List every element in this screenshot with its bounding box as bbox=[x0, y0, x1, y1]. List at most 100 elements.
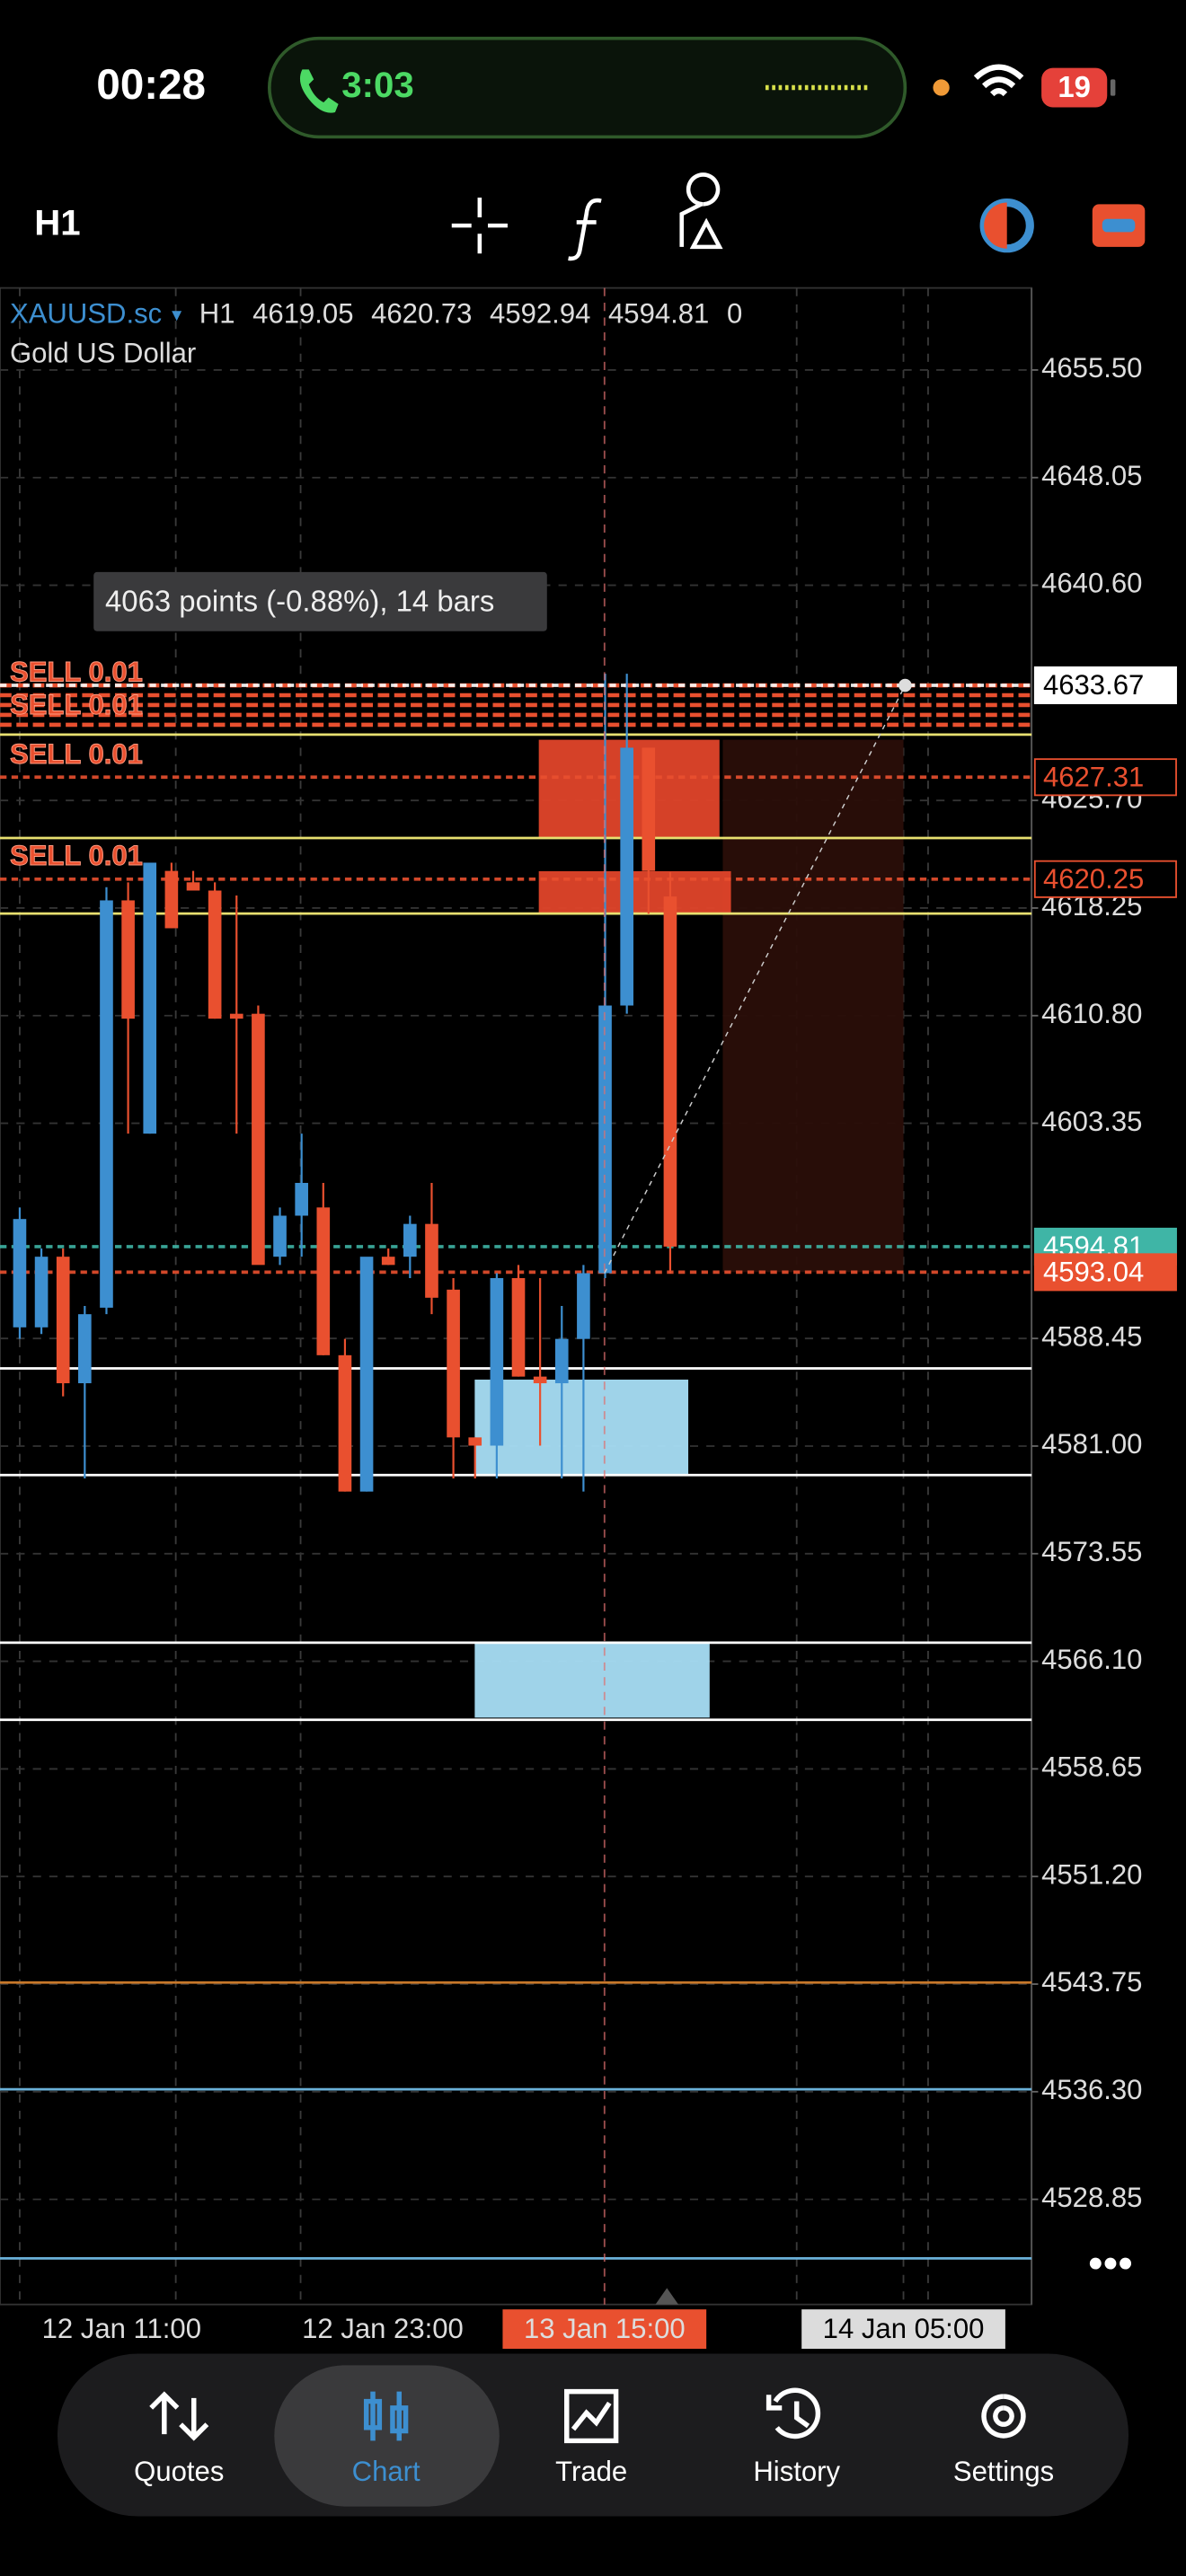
measure-label: 4063 points (-0.88%), 14 bars bbox=[105, 584, 494, 617]
x-tick-label: 13 Jan 15:00 bbox=[524, 2313, 686, 2344]
call-duration: 3:03 bbox=[341, 65, 414, 105]
header-volume: 0 bbox=[727, 298, 742, 330]
toolbar-icons bbox=[451, 172, 723, 261]
y-tick-label: 4536.30 bbox=[1041, 2074, 1142, 2105]
y-tick-label: 4573.55 bbox=[1041, 1536, 1142, 1567]
candle-body bbox=[121, 900, 135, 1019]
candle-body bbox=[490, 1277, 504, 1446]
wifi-icon bbox=[973, 64, 1024, 97]
header-close: 4594.81 bbox=[608, 298, 709, 330]
y-tick-label: 4603.35 bbox=[1041, 1106, 1142, 1137]
y-tick-label: 4610.80 bbox=[1041, 998, 1142, 1029]
mic-dot bbox=[933, 79, 950, 96]
y-tick-label: 4558.65 bbox=[1041, 1751, 1142, 1783]
candle-body bbox=[164, 870, 179, 929]
tab-active-bg bbox=[274, 2365, 500, 2507]
phone-icon bbox=[299, 69, 339, 113]
candle-body bbox=[100, 900, 113, 1308]
call-pill[interactable] bbox=[268, 36, 907, 139]
measure-point bbox=[898, 678, 912, 693]
candle-body bbox=[208, 890, 222, 1019]
candle-body bbox=[34, 1257, 49, 1328]
order-label: SELL 0.01 bbox=[10, 840, 143, 871]
tab-label[interactable]: History bbox=[753, 2456, 840, 2487]
tab-label[interactable]: Settings bbox=[953, 2456, 1054, 2487]
scroll-marker bbox=[655, 2288, 679, 2305]
candle-body bbox=[186, 882, 200, 891]
candle-body bbox=[252, 1013, 265, 1266]
candle-body bbox=[78, 1314, 92, 1384]
order-label: SELL 0.01 bbox=[10, 656, 143, 687]
candle-body bbox=[554, 1338, 569, 1384]
price-label-box bbox=[1033, 758, 1177, 797]
candle-body bbox=[295, 1182, 308, 1216]
timeframe-button[interactable]: H1 bbox=[34, 203, 80, 243]
y-tick-label: 4543.75 bbox=[1041, 1966, 1142, 1998]
more-dots: ••• bbox=[1088, 2240, 1133, 2288]
y-tick-label: 4581.00 bbox=[1041, 1428, 1142, 1460]
order-label: SELL 0.01 bbox=[10, 738, 143, 770]
tab-label[interactable]: Trade bbox=[555, 2456, 627, 2487]
x-tick-label: 12 Jan 23:00 bbox=[302, 2313, 464, 2344]
battery-tip bbox=[1110, 79, 1116, 96]
tab-bar bbox=[57, 2353, 1129, 2517]
tab-label[interactable]: Quotes bbox=[134, 2456, 224, 2487]
tab-items: Quotes Chart Trade History Settings bbox=[134, 2387, 1054, 2487]
zone bbox=[722, 739, 904, 1273]
tab-icon bbox=[766, 2387, 821, 2439]
objects-icon[interactable] bbox=[679, 172, 723, 250]
tab-label[interactable]: Chart bbox=[352, 2456, 420, 2487]
y-tick-label: 4566.10 bbox=[1041, 1644, 1142, 1675]
candle-body bbox=[663, 896, 677, 1247]
header-high: 4620.73 bbox=[371, 298, 472, 330]
measure-line bbox=[604, 684, 907, 1274]
trade-toggle-half bbox=[984, 202, 1007, 249]
chart: 4655.504648.054640.604625.704618.254610.… bbox=[0, 287, 1177, 2350]
battery-level: 19 bbox=[1058, 70, 1091, 103]
candle-body bbox=[577, 1273, 590, 1339]
price-label-box bbox=[1033, 666, 1177, 705]
candle-body bbox=[642, 747, 656, 871]
symbol-description: Gold US Dollar bbox=[10, 338, 196, 369]
candle-body bbox=[13, 1219, 27, 1328]
crosshair-icon[interactable] bbox=[451, 198, 508, 254]
symbol[interactable]: XAUUSD.sc bbox=[10, 298, 162, 330]
y-tick-label: 4648.05 bbox=[1041, 460, 1142, 491]
candle-body bbox=[229, 1013, 243, 1019]
x-label-box bbox=[502, 2309, 707, 2350]
zone bbox=[474, 1642, 710, 1718]
price-label: 4593.04 bbox=[1043, 1256, 1144, 1287]
y-tick-label: 4551.20 bbox=[1041, 1858, 1142, 1890]
candle-body bbox=[403, 1223, 417, 1257]
clock: 00:28 bbox=[96, 61, 206, 109]
layout-inner bbox=[1102, 218, 1136, 233]
x-label-box bbox=[801, 2309, 1005, 2350]
y-tick-label: 4655.50 bbox=[1041, 352, 1142, 384]
price-label: 4627.31 bbox=[1043, 761, 1144, 792]
tab-icon bbox=[564, 2388, 619, 2444]
price-label: 4633.67 bbox=[1043, 669, 1144, 701]
candle-body bbox=[359, 1257, 374, 1492]
measure-tooltip bbox=[93, 571, 547, 631]
indicator-icon[interactable] bbox=[568, 198, 602, 261]
tab-icon bbox=[363, 2391, 409, 2441]
y-tick-label: 4588.45 bbox=[1041, 1320, 1142, 1352]
header-low: 4592.94 bbox=[490, 298, 590, 330]
candle-body bbox=[381, 1257, 395, 1266]
y-tick-label: 4528.85 bbox=[1041, 2182, 1142, 2213]
candle-body bbox=[598, 1005, 612, 1274]
header-timeframe: H1 bbox=[199, 298, 235, 330]
price-label-box bbox=[1033, 860, 1177, 898]
candle-body bbox=[533, 1376, 547, 1384]
tab-icon bbox=[149, 2391, 209, 2441]
candle-body bbox=[56, 1257, 70, 1384]
y-tick-label: 4640.60 bbox=[1041, 568, 1142, 599]
candle-body bbox=[425, 1223, 438, 1298]
candle-body bbox=[273, 1215, 287, 1257]
zone bbox=[474, 1380, 689, 1476]
candle-body bbox=[338, 1354, 352, 1492]
candle-body bbox=[447, 1289, 460, 1438]
order-label: SELL 0.01 bbox=[10, 689, 143, 720]
